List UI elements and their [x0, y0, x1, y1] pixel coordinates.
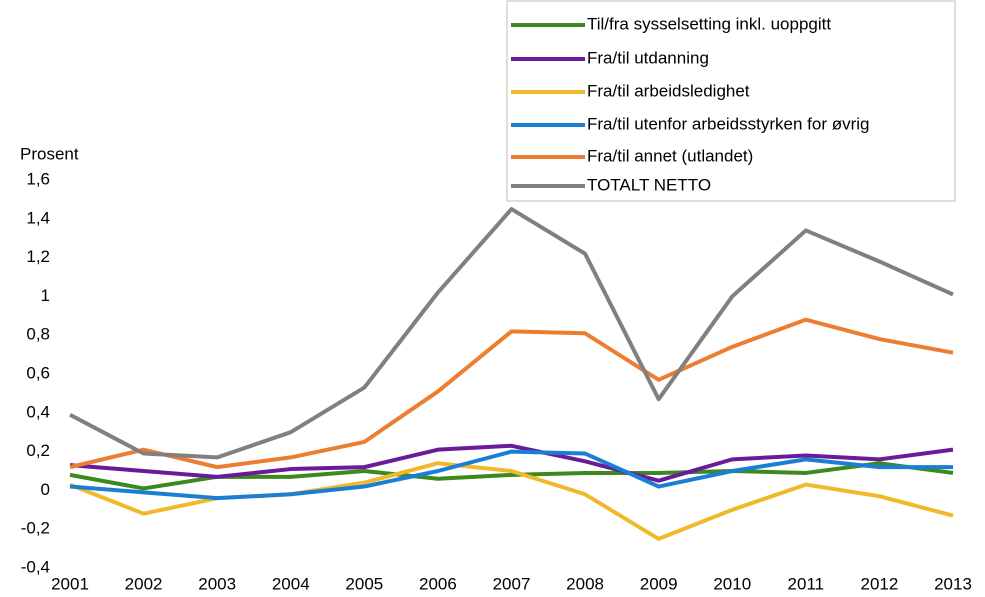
- line-series: [69, 207, 954, 460]
- y-tick-label: 1,4: [26, 208, 50, 227]
- x-tick-label: 2002: [125, 574, 163, 593]
- legend-label: TOTALT NETTO: [587, 175, 711, 194]
- y-tick-label: 1: [41, 286, 50, 305]
- y-tick-label: -0,4: [21, 557, 50, 576]
- y-tick-label: 1,2: [26, 247, 50, 266]
- y-tick-label: 0,8: [26, 325, 50, 344]
- x-tick-label: 2007: [493, 574, 531, 593]
- legend-label: Til/fra sysselsetting inkl. uoppgitt: [587, 14, 831, 33]
- x-tick-label: 2008: [566, 574, 604, 593]
- x-tick-label: 2009: [640, 574, 678, 593]
- legend-box: [506, 0, 956, 202]
- y-tick-label: 0,6: [26, 363, 50, 382]
- y-tick-label: 0,4: [26, 402, 50, 421]
- x-tick-label: 2010: [713, 574, 751, 593]
- x-tick-label: 2004: [272, 574, 310, 593]
- y-tick-label: 0,2: [26, 441, 50, 460]
- legend-label: Fra/til arbeidsledighet: [587, 81, 750, 100]
- legend-label: Fra/til utdanning: [587, 48, 709, 67]
- line-series: [69, 317, 954, 470]
- x-tick-label: 2003: [198, 574, 236, 593]
- y-tick-label: 0: [41, 480, 50, 499]
- x-tick-label: 2006: [419, 574, 457, 593]
- line-series: [69, 449, 953, 501]
- legend-label: Fra/til annet (utlandet): [587, 146, 753, 165]
- y-tick-label: -0,2: [21, 519, 50, 538]
- x-tick-label: 2013: [934, 574, 972, 593]
- line-series: [69, 443, 954, 483]
- x-tick-label: 2011: [788, 574, 825, 593]
- x-tick-label: 2012: [861, 574, 899, 593]
- y-axis-label: Prosent: [20, 144, 79, 163]
- y-tick-label: 1,6: [26, 169, 50, 188]
- x-tick-label: 2005: [345, 574, 383, 593]
- legend-label: Fra/til utenfor arbeidsstyrken for øvrig: [587, 114, 869, 133]
- x-tick-label: 2001: [51, 574, 89, 593]
